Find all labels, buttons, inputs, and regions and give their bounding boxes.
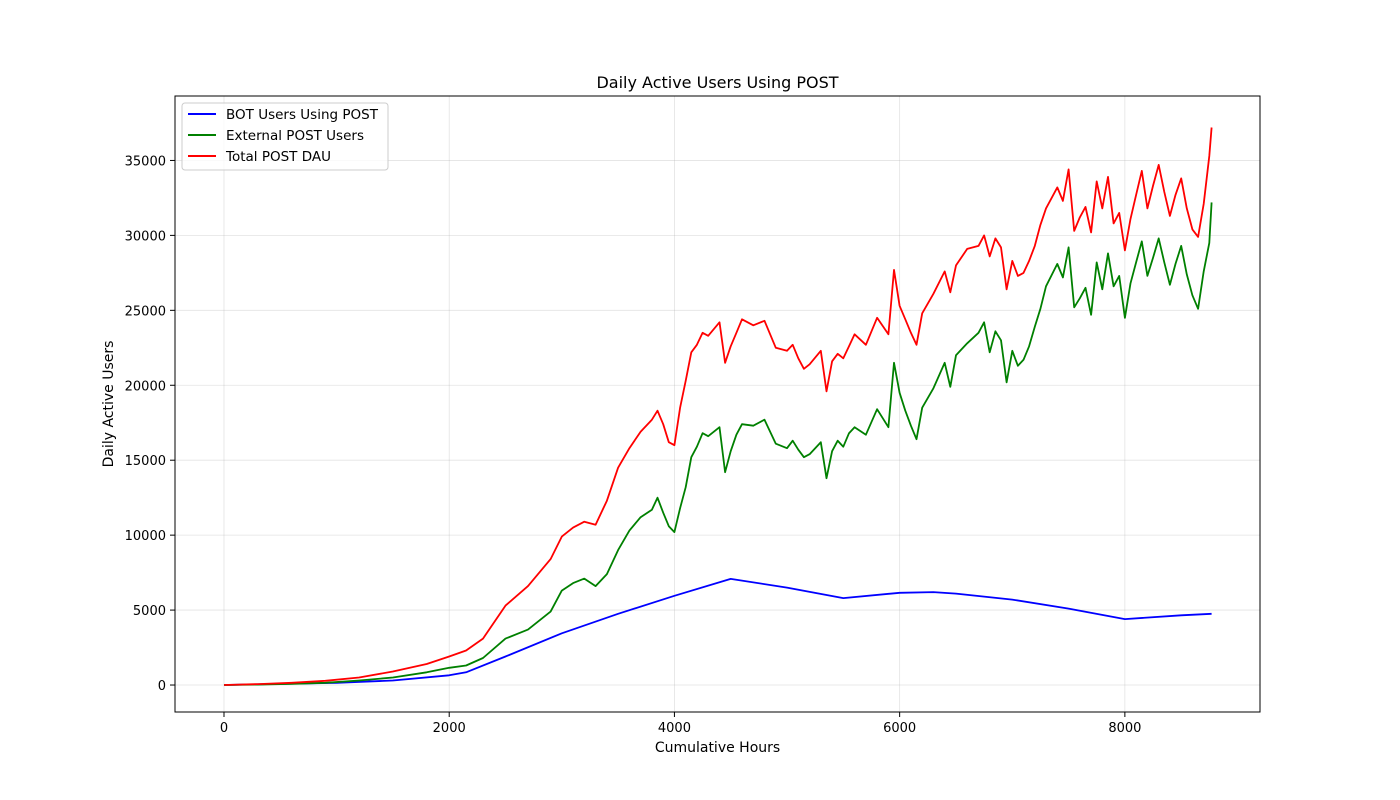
y-tick-label: 0 [158, 679, 166, 694]
x-tick-label: 0 [220, 721, 228, 736]
legend-label-external: External POST Users [226, 128, 364, 144]
y-tick-label: 25000 [125, 304, 166, 319]
legend-label-total: Total POST DAU [225, 149, 331, 165]
x-tick-label: 4000 [658, 721, 691, 736]
y-tick-label: 5000 [133, 604, 166, 619]
y-tick-label: 30000 [125, 229, 166, 244]
legend: BOT Users Using POST External POST Users… [181, 102, 389, 171]
chart-title: Daily Active Users Using POST [596, 73, 838, 92]
x-tick-label: 8000 [1108, 721, 1141, 736]
axis-ticks: 0 2000 4000 6000 8000 0 5000 10000 15000 20000 250… [125, 154, 1142, 736]
bot-users-series-line [223, 578, 1212, 686]
y-tick-label: 20000 [125, 379, 166, 394]
external-users-series-line [223, 202, 1213, 686]
y-tick-label: 10000 [125, 529, 166, 544]
legend-box [181, 102, 389, 171]
x-tick-label: 2000 [433, 721, 466, 736]
x-tick-label: 6000 [883, 721, 916, 736]
legend-label-bot: BOT Users Using POST [226, 107, 379, 123]
plot-area-frame [174, 95, 1261, 713]
x-axis-label: Cumulative Hours [655, 740, 780, 756]
series-lines [223, 127, 1213, 686]
y-tick-label: 35000 [125, 154, 166, 169]
total-dau-series-line [223, 127, 1213, 686]
y-axis-label: Daily Active Users [101, 341, 117, 468]
y-tick-label: 15000 [125, 454, 166, 469]
